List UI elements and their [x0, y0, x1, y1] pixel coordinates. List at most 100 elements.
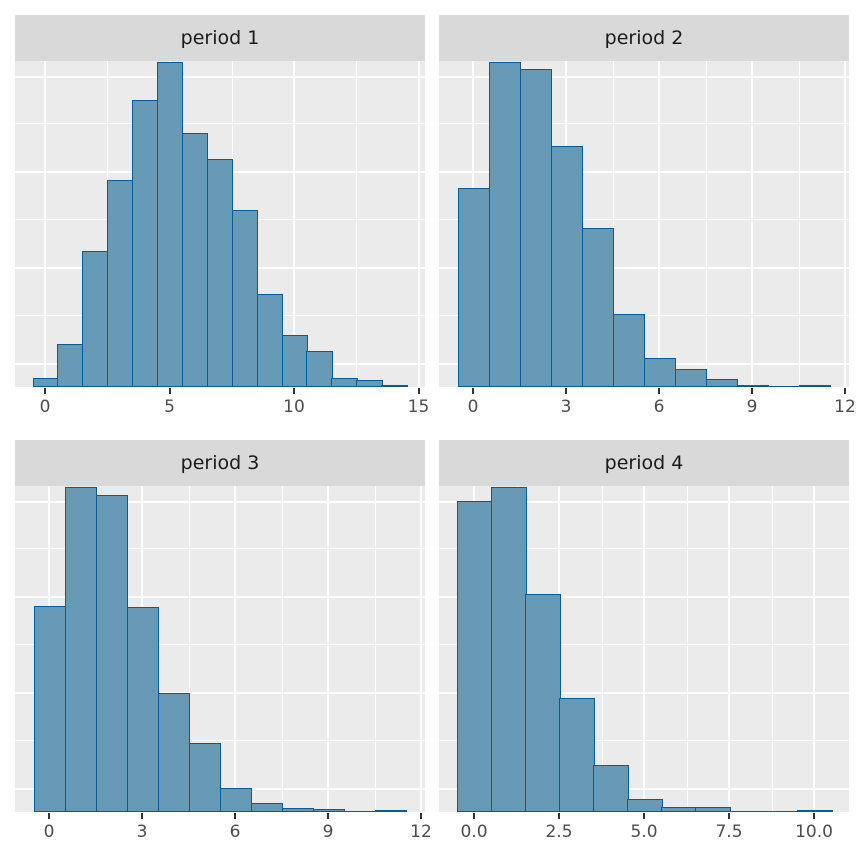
x-tick-mark [420, 813, 422, 819]
panel-period-2: period 2 0 3 6 9 12 [439, 15, 856, 425]
x-tick-mark [472, 388, 474, 394]
grid-line-vertical-minor [771, 486, 773, 812]
grid-line-vertical-major [417, 61, 420, 387]
strip-title: period 4 [439, 440, 849, 486]
x-tick-mark [658, 388, 660, 394]
panel-title: period 1 [180, 27, 260, 49]
histogram-bar [33, 606, 66, 812]
histogram-bar [612, 314, 645, 387]
histogram-bar [705, 379, 738, 387]
x-tick-label: 0 [39, 397, 51, 417]
grid-line-horizontal [439, 171, 849, 174]
panel-title: period 4 [604, 452, 684, 474]
grid-line-horizontal [15, 123, 425, 125]
plot-area [439, 486, 849, 812]
histogram-bar [157, 693, 190, 812]
histogram-bar [559, 698, 595, 812]
x-tick-mark [844, 388, 846, 394]
histogram-bar [219, 788, 252, 812]
grid-line-vertical-minor [612, 61, 614, 387]
histogram-bar [331, 378, 358, 387]
x-tick-label: 0.0 [460, 822, 488, 842]
histogram-bar [488, 62, 521, 387]
grid-line-vertical-major [751, 61, 753, 387]
strip-title: period 2 [439, 15, 849, 61]
x-tick-label: 0 [43, 822, 55, 842]
x-tick-mark [327, 813, 329, 819]
histogram-bar [132, 100, 159, 387]
histogram-bar [736, 385, 769, 387]
x-tick-mark [473, 813, 475, 819]
grid-line-vertical-major [658, 61, 660, 387]
grid-line-vertical-minor [798, 61, 800, 387]
x-tick-label: 0 [467, 397, 479, 417]
histogram-bar [188, 743, 221, 812]
panel-period-1: period 1 0 5 10 15 [15, 15, 429, 425]
grid-line-vertical-major [327, 486, 329, 812]
grid-line-vertical-minor [188, 486, 190, 812]
histogram-bar [343, 811, 376, 812]
grid-line-vertical-major [234, 486, 236, 812]
histogram-bar [550, 146, 583, 387]
x-tick-mark [558, 813, 560, 819]
histogram-bar [281, 808, 314, 812]
x-tick-mark [643, 813, 645, 819]
x-tick-label: 6 [229, 822, 241, 842]
grid-line-horizontal [15, 644, 425, 646]
histogram-bar [661, 807, 697, 812]
grid-line-vertical-major [728, 486, 730, 812]
x-tick-mark [813, 813, 815, 819]
grid-line-horizontal [15, 75, 425, 78]
histogram-bar [674, 369, 707, 387]
grid-line-horizontal [439, 219, 849, 221]
panel-title: period 2 [604, 27, 684, 49]
grid-line-vertical-major [293, 61, 295, 387]
panel-period-4: period 4 0.0 2.5 5.0 7.5 10.0 [439, 440, 849, 850]
grid-line-vertical-minor [601, 486, 603, 812]
grid-line-vertical-minor [281, 486, 283, 812]
x-tick-mark [141, 813, 143, 819]
x-tick-label: 6 [653, 397, 665, 417]
grid-line-vertical-major [813, 486, 815, 812]
histogram-bar [107, 180, 134, 387]
histogram-bar [627, 799, 663, 812]
x-tick-mark [48, 813, 50, 819]
histogram-bar [695, 807, 731, 812]
histogram-bar [457, 501, 493, 812]
histogram-bar [643, 358, 676, 387]
grid-line-horizontal [15, 548, 425, 550]
plot-area [15, 486, 425, 812]
histogram-bar [57, 344, 84, 387]
histogram-bar [64, 487, 97, 812]
x-tick-label: 5 [164, 397, 175, 417]
x-tick-label: 2.5 [545, 822, 573, 842]
strip-title: period 1 [15, 15, 425, 61]
grid-line-vertical-minor [374, 486, 376, 812]
histogram-bar [312, 809, 345, 812]
x-tick-label: 9 [746, 397, 758, 417]
histogram-bar [519, 69, 552, 387]
histogram-bar [525, 594, 561, 812]
grid-line-vertical-minor [705, 61, 707, 387]
histogram-bar [797, 810, 833, 812]
plot-area [15, 61, 425, 387]
histogram-bar [729, 811, 765, 812]
x-tick-label: 10.0 [795, 822, 833, 842]
histogram-bar [798, 385, 831, 387]
histogram-bar [82, 251, 109, 387]
histogram-bar [381, 385, 408, 387]
x-tick-mark [168, 388, 171, 394]
histogram-bar [157, 62, 184, 387]
histogram-bar [374, 810, 407, 812]
x-tick-mark [293, 388, 295, 394]
x-tick-label: 9 [322, 822, 334, 842]
histogram-bar [581, 228, 614, 387]
x-tick-mark [234, 813, 236, 819]
x-tick-label: 7.5 [715, 822, 743, 842]
histogram-bar [593, 765, 629, 812]
x-tick-mark [417, 388, 420, 394]
strip-title: period 3 [15, 440, 425, 486]
histogram-bar [281, 335, 308, 387]
histogram-bar [356, 380, 383, 387]
histogram-bar [457, 188, 490, 387]
